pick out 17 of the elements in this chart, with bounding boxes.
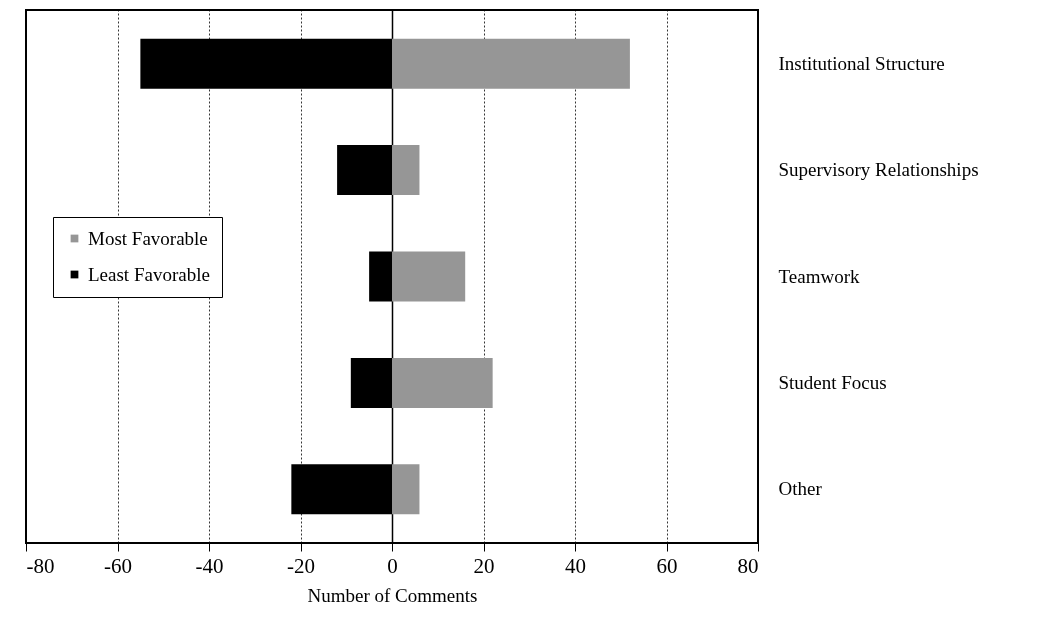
y-tick-label: Other bbox=[778, 478, 823, 500]
x-tick-label: -80 bbox=[26, 553, 55, 578]
x-tick-label: -60 bbox=[104, 553, 132, 578]
x-tick-label: 0 bbox=[387, 553, 398, 578]
y-tick-label: Supervisory Relationships bbox=[778, 159, 979, 181]
legend-label: Most Favorable bbox=[88, 227, 208, 249]
x-tick-label: 60 bbox=[656, 553, 678, 578]
x-tick-label: -20 bbox=[287, 553, 315, 578]
y-tick-label: Institutional Structure bbox=[778, 52, 945, 74]
y-tick-label: Student Focus bbox=[778, 371, 887, 393]
x-axis-title: Number of Comments bbox=[307, 584, 478, 606]
x-tick-label: -40 bbox=[195, 553, 224, 578]
x-tick-label: 40 bbox=[565, 553, 586, 578]
x-tick-label: 80 bbox=[737, 553, 759, 578]
legend-label: Least Favorable bbox=[88, 263, 210, 285]
x-tick-label: 20 bbox=[473, 553, 495, 578]
y-tick-label: Teamwork bbox=[778, 265, 860, 287]
